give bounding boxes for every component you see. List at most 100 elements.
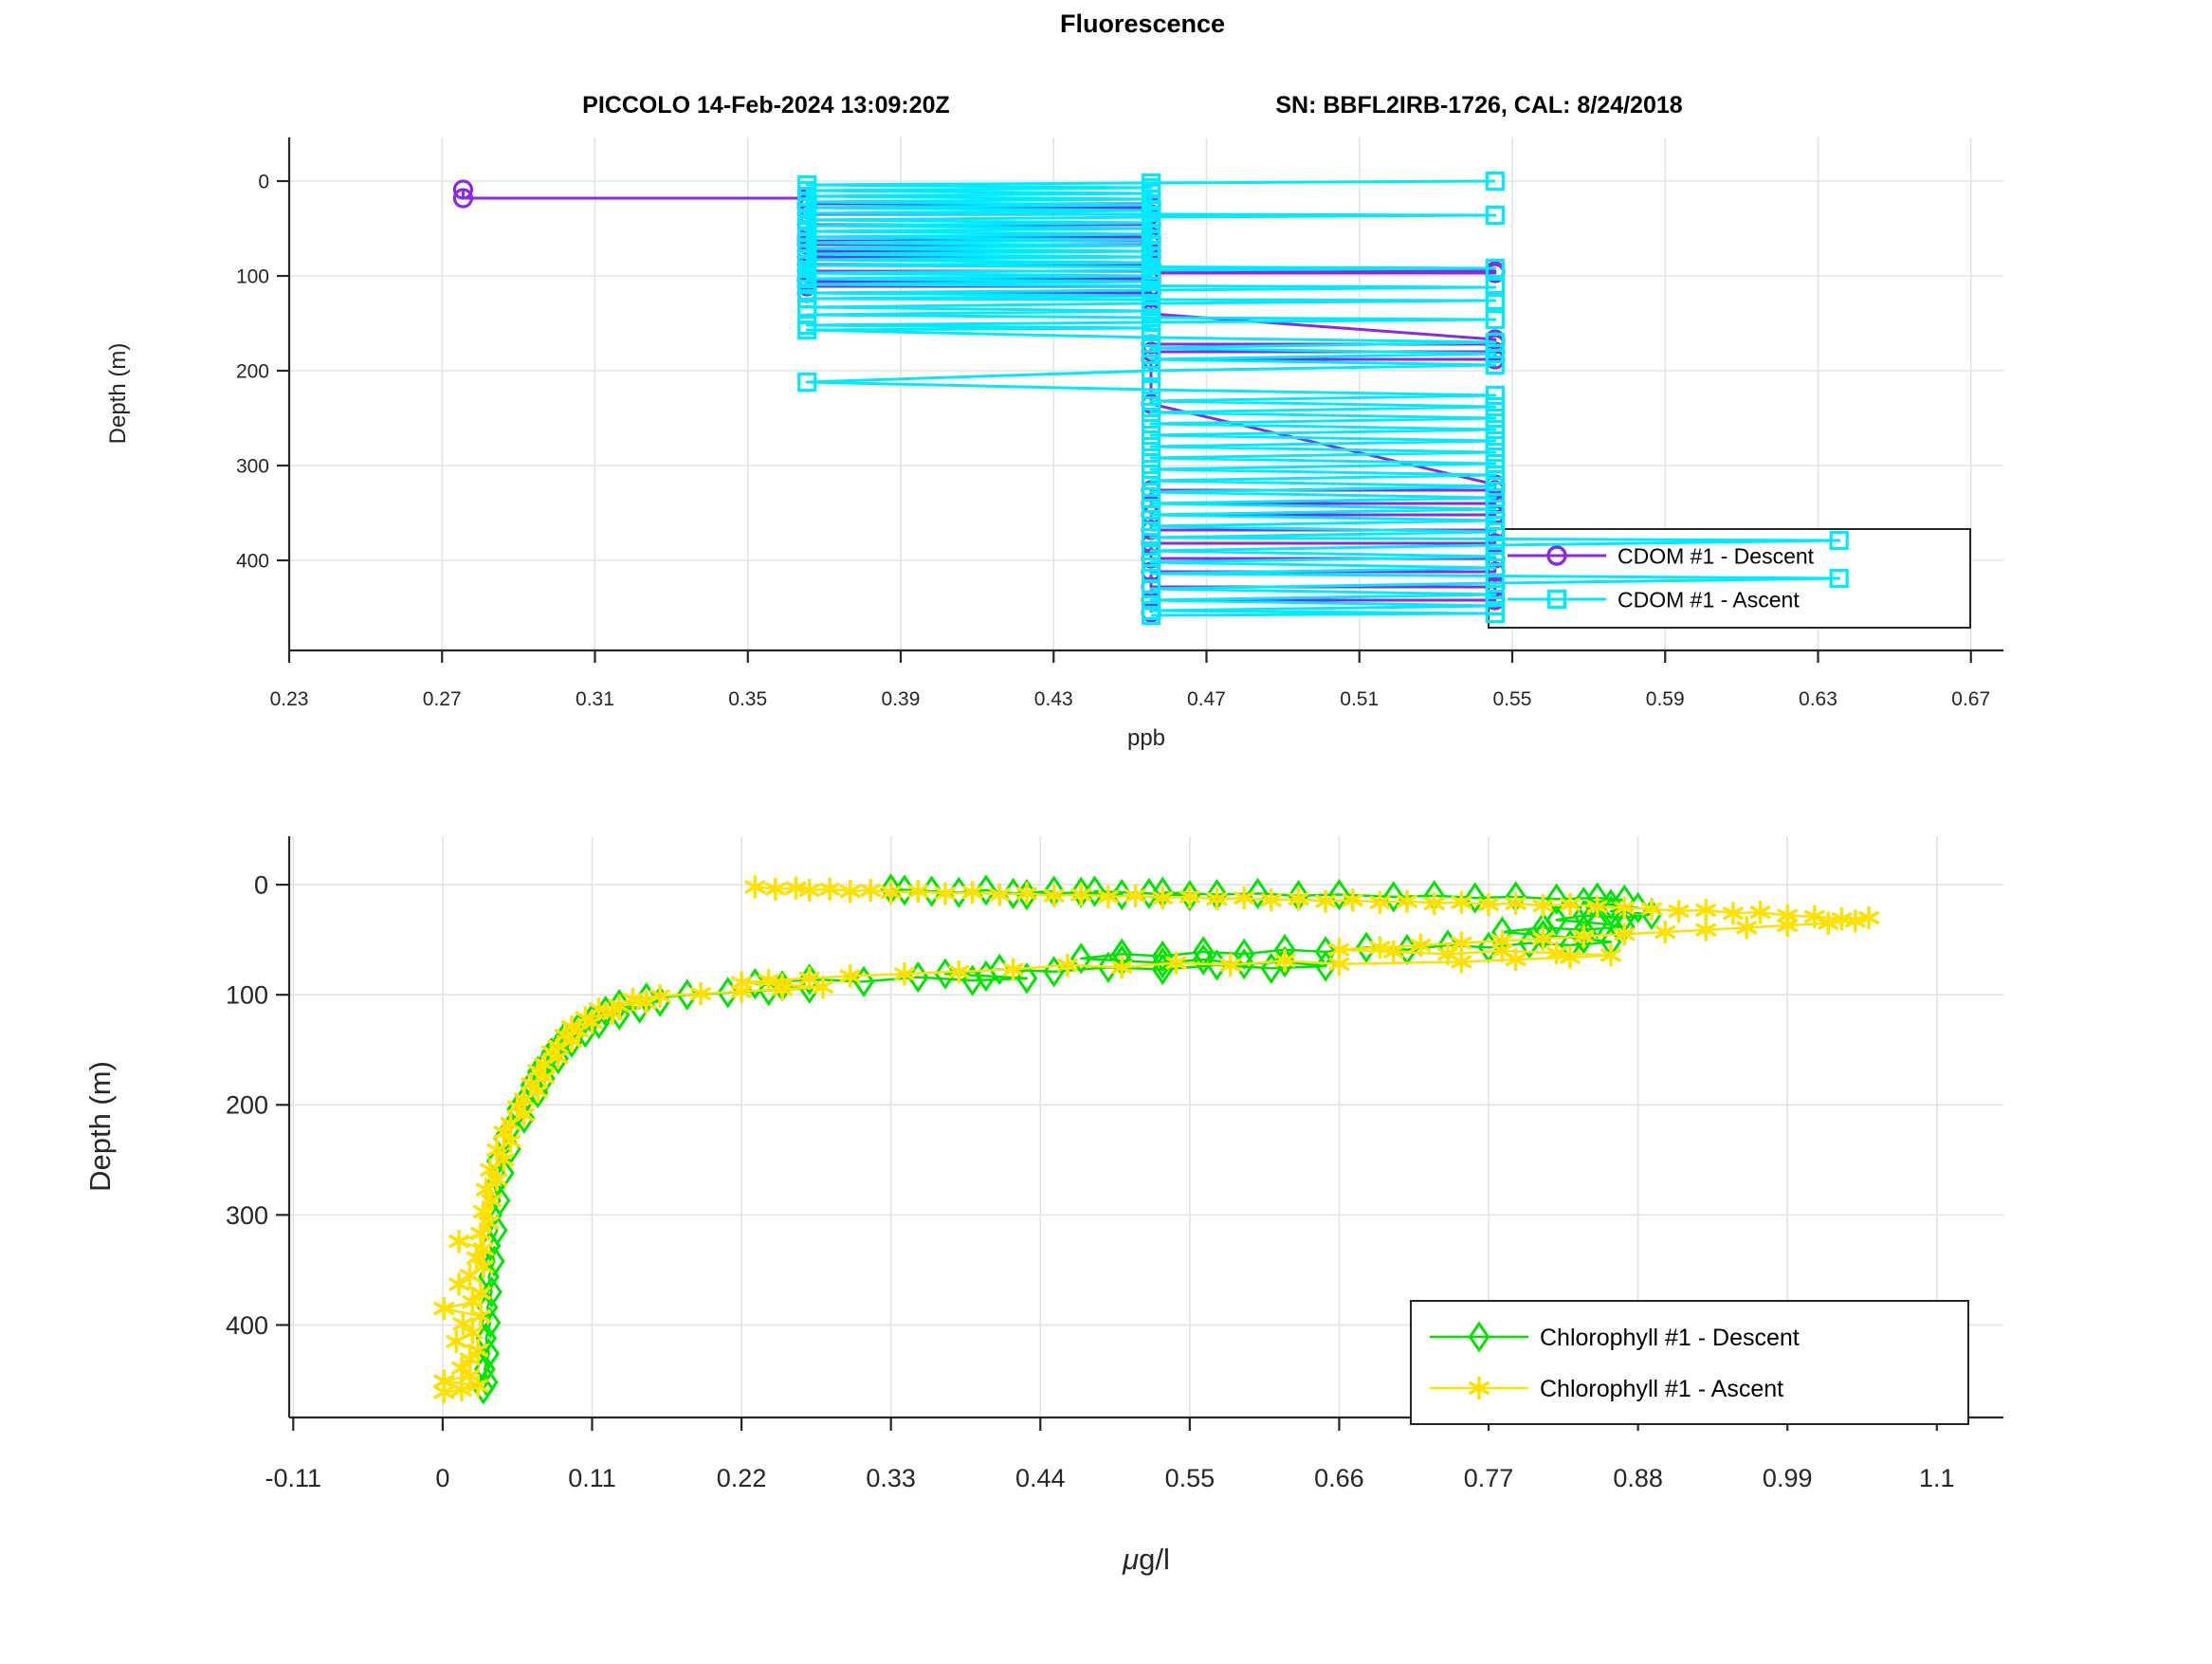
diamond-marker: [1192, 943, 1215, 976]
circle-marker: [452, 179, 474, 200]
square-marker: [1485, 385, 1505, 406]
asterisk-marker: [948, 964, 970, 978]
square-marker: [1141, 504, 1161, 525]
chlorophyll-plot-series: [433, 873, 1880, 1405]
asterisk-marker: [813, 980, 833, 995]
square-marker: [1141, 540, 1161, 561]
asterisk-marker: [1070, 887, 1092, 902]
asterisk-marker: [1586, 900, 1608, 914]
square-marker: [1485, 332, 1505, 353]
x-tick-label: 0.31: [576, 688, 614, 710]
asterisk-marker: [467, 1379, 489, 1393]
x-tick-label: 0.59: [1646, 688, 1685, 710]
square-marker: [1485, 442, 1505, 463]
asterisk-marker: [452, 1317, 474, 1331]
diamond-marker: [1600, 888, 1622, 921]
square-marker: [1485, 535, 1505, 556]
asterisk-marker: [1505, 896, 1526, 910]
legend-label: CDOM #1 - Ascent: [1618, 587, 1800, 612]
square-marker: [1546, 589, 1567, 610]
x-tick-label: 0.63: [1799, 688, 1837, 710]
circle-marker: [1546, 545, 1567, 566]
x-tick-label: 0.23: [270, 688, 309, 710]
asterisk-marker: [1043, 888, 1065, 903]
square-marker: [1485, 546, 1505, 567]
diamond-marker: [1069, 942, 1092, 975]
asterisk-marker: [470, 1286, 491, 1300]
asterisk-marker: [1382, 944, 1404, 959]
asterisk-marker: [1505, 952, 1526, 967]
asterisk-marker: [1369, 941, 1391, 955]
asterisk-marker: [798, 883, 820, 897]
diamond-marker: [1179, 880, 1201, 912]
asterisk-marker: [758, 974, 779, 988]
square-marker: [1141, 493, 1161, 514]
figure-subtitle-right: SN: BBFL2IRB-1726, CAL: 8/24/2018: [1275, 92, 1682, 119]
square-marker: [1485, 487, 1505, 508]
square-marker: [1141, 402, 1161, 423]
y-tick-label: 400: [226, 1311, 268, 1340]
asterisk-marker: [1600, 948, 1621, 962]
y-tick-label: 200: [236, 360, 269, 382]
square-marker: [1485, 258, 1505, 279]
square-marker: [1141, 391, 1161, 411]
series-markers-square: [797, 171, 1849, 626]
diamond-marker: [1545, 883, 1567, 915]
asterisk-marker: [1057, 958, 1078, 972]
asterisk-marker: [466, 1251, 487, 1265]
square-marker: [797, 372, 817, 393]
diamond-marker: [934, 958, 957, 990]
asterisk-marker: [1803, 909, 1825, 923]
asterisk-marker: [1002, 962, 1024, 977]
y-tick-label: 0: [254, 871, 268, 900]
x-tick-label: 0.11: [568, 1464, 616, 1492]
x-tick-label: 0.43: [1034, 688, 1073, 710]
asterisk-marker: [1641, 902, 1662, 916]
asterisk-marker: [1818, 916, 1839, 930]
asterisk-marker: [1234, 890, 1255, 905]
x-tick-label: 1.1: [1919, 1464, 1955, 1492]
x-tick-label: 0.55: [1493, 688, 1532, 710]
square-marker: [1141, 516, 1161, 537]
asterisk-marker: [486, 1143, 508, 1157]
square-marker: [1485, 476, 1505, 497]
diamond-marker: [852, 965, 875, 997]
asterisk-marker: [1451, 955, 1472, 969]
asterisk-marker: [1369, 895, 1391, 909]
asterisk-marker: [1560, 897, 1581, 912]
asterisk-marker: [798, 971, 820, 985]
asterisk-marker: [481, 1194, 503, 1208]
asterisk-marker: [470, 1309, 491, 1324]
asterisk-marker: [493, 1125, 515, 1140]
x-tick-label: 0.77: [1464, 1464, 1514, 1492]
figure-subtitle-left: PICCOLO 14-Feb-2024 13:09:20Z: [582, 92, 950, 119]
square-marker: [1485, 205, 1505, 226]
asterisk-marker: [1410, 938, 1432, 952]
square-marker: [1141, 379, 1161, 400]
cdom-yaxis-title: Depth (m): [105, 343, 131, 445]
asterisk-marker: [459, 1352, 481, 1366]
asterisk-marker: [1397, 894, 1417, 908]
circle-marker: [452, 188, 474, 209]
asterisk-marker: [860, 883, 882, 897]
x-tick-label: 0.47: [1187, 688, 1226, 710]
square-marker: [1485, 603, 1505, 624]
asterisk-marker: [467, 1344, 489, 1358]
asterisk-marker: [1532, 899, 1554, 913]
diamond-marker: [484, 1245, 505, 1277]
legend-label: CDOM #1 - Descent: [1618, 543, 1815, 568]
asterisk-marker: [819, 882, 841, 896]
asterisk-marker: [1206, 892, 1228, 906]
asterisk-marker: [772, 982, 793, 997]
asterisk-marker: [1328, 957, 1350, 971]
diamond-marker: [975, 874, 997, 906]
asterisk-marker: [1152, 890, 1174, 905]
diamond-marker: [1314, 936, 1337, 968]
asterisk-marker: [1654, 924, 1676, 940]
square-marker: [1829, 530, 1849, 551]
square-marker: [1141, 436, 1161, 457]
x-tick-label: -0.11: [265, 1464, 322, 1492]
asterisk-marker: [1545, 946, 1567, 960]
series-line-square: [805, 179, 1841, 617]
